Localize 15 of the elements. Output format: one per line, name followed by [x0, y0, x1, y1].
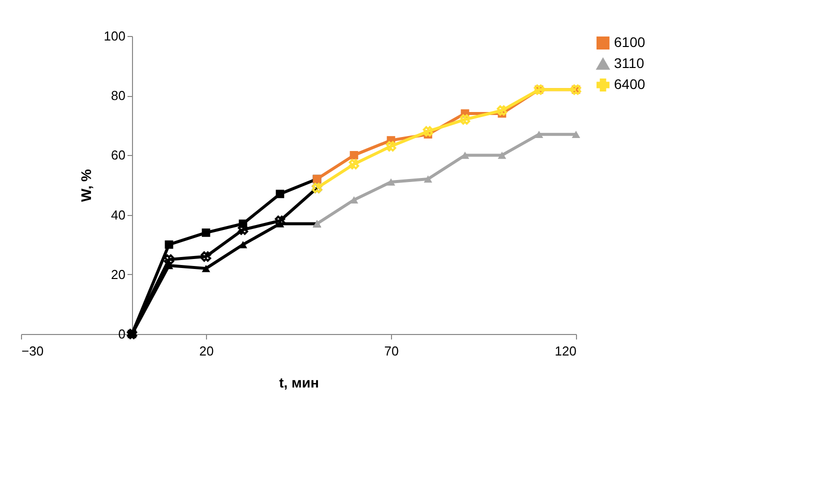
y-tick-label: 80 — [111, 88, 126, 104]
x-axis-title: t, мин — [279, 374, 319, 390]
x-tick-label: 20 — [199, 344, 214, 358]
legend-label: 6100 — [614, 34, 646, 50]
y-axis-title: W, % — [78, 168, 94, 202]
y-tick-label: 100 — [104, 28, 126, 44]
x-tick-label: 120 — [554, 344, 576, 358]
y-tick-label: 20 — [111, 266, 126, 282]
y-tick-label: 40 — [111, 207, 126, 222]
legend-label: 6400 — [614, 76, 646, 92]
legend-label: 3110 — [614, 55, 644, 71]
y-tick-label: 0 — [118, 326, 126, 342]
x-tick-label: 70 — [384, 344, 399, 358]
x-tick-label: −30 — [22, 344, 44, 358]
y-tick-label: 60 — [111, 148, 126, 163]
